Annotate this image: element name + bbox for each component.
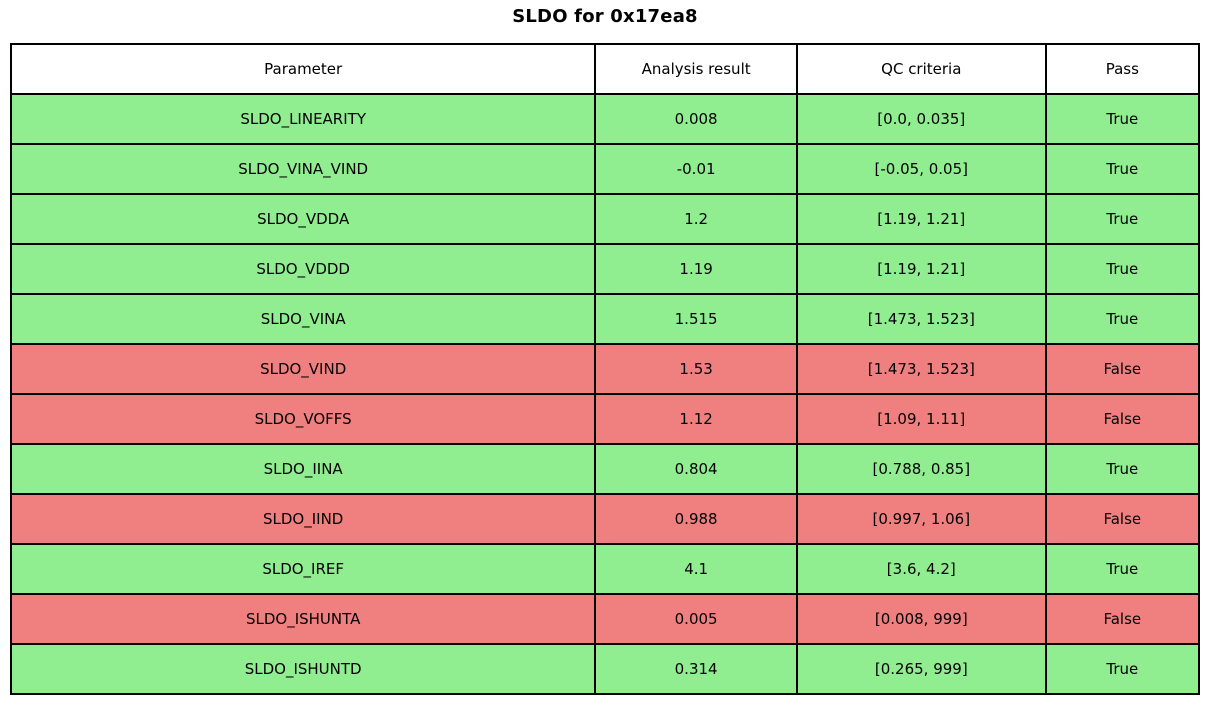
- parameter-cell: SLDO_IIND: [9, 493, 597, 545]
- column-header-parameter: Parameter: [9, 43, 597, 95]
- column-header-analysis-result: Analysis result: [594, 43, 798, 95]
- analysis-result-cell: 1.53: [594, 343, 798, 395]
- table-row: SLDO_ISHUNTD 0.314 [0.265, 999] True: [9, 643, 1201, 695]
- parameter-cell: SLDO_LINEARITY: [9, 93, 597, 145]
- pass-cell: True: [1044, 93, 1201, 145]
- pass-cell: True: [1044, 193, 1201, 245]
- pass-cell: False: [1044, 393, 1201, 445]
- table-row: SLDO_VIND 1.53 [1.473, 1.523] False: [9, 343, 1201, 395]
- pass-cell: True: [1044, 443, 1201, 495]
- pass-cell: False: [1044, 593, 1201, 645]
- analysis-result-cell: 0.005: [594, 593, 798, 645]
- table-row: SLDO_VDDD 1.19 [1.19, 1.21] True: [9, 243, 1201, 295]
- table-row: SLDO_IIND 0.988 [0.997, 1.06] False: [9, 493, 1201, 545]
- column-header-pass: Pass: [1044, 43, 1201, 95]
- analysis-result-cell: 1.2: [594, 193, 798, 245]
- qc-criteria-cell: [1.19, 1.21]: [795, 243, 1047, 295]
- qc-criteria-cell: [0.788, 0.85]: [795, 443, 1047, 495]
- parameter-cell: SLDO_VDDD: [9, 243, 597, 295]
- analysis-result-cell: 0.008: [594, 93, 798, 145]
- qc-criteria-cell: [0.0, 0.035]: [795, 93, 1047, 145]
- qc-criteria-cell: [1.19, 1.21]: [795, 193, 1047, 245]
- analysis-result-cell: 1.19: [594, 243, 798, 295]
- pass-cell: True: [1044, 293, 1201, 345]
- page-title: SLDO for 0x17ea8: [512, 6, 698, 27]
- column-header-qc-criteria: QC criteria: [795, 43, 1047, 95]
- table-row: SLDO_ISHUNTA 0.005 [0.008, 999] False: [9, 593, 1201, 645]
- analysis-result-cell: 1.515: [594, 293, 798, 345]
- table-row: SLDO_VDDA 1.2 [1.19, 1.21] True: [9, 193, 1201, 245]
- table-row: SLDO_LINEARITY 0.008 [0.0, 0.035] True: [9, 93, 1201, 145]
- pass-cell: False: [1044, 493, 1201, 545]
- qc-criteria-cell: [0.997, 1.06]: [795, 493, 1047, 545]
- qc-criteria-cell: [1.09, 1.11]: [795, 393, 1047, 445]
- qc-results-table: Parameter Analysis result QC criteria Pass …: [9, 43, 1201, 695]
- parameter-cell: SLDO_IINA: [9, 443, 597, 495]
- pass-cell: False: [1044, 343, 1201, 395]
- qc-criteria-cell: [0.008, 999]: [795, 593, 1047, 645]
- parameter-cell: SLDO_VDDA: [9, 193, 597, 245]
- analysis-result-cell: -0.01: [594, 143, 798, 195]
- header-row: Parameter Analysis result QC criteria Pass: [9, 43, 1201, 95]
- qc-criteria-cell: [-0.05, 0.05]: [795, 143, 1047, 195]
- parameter-cell: SLDO_VINA_VIND: [9, 143, 597, 195]
- pass-cell: True: [1044, 143, 1201, 195]
- table-row: SLDO_VOFFS 1.12 [1.09, 1.11] False: [9, 393, 1201, 445]
- parameter-cell: SLDO_ISHUNTA: [9, 593, 597, 645]
- analysis-result-cell: 0.988: [594, 493, 798, 545]
- analysis-result-cell: 0.804: [594, 443, 798, 495]
- qc-criteria-cell: [3.6, 4.2]: [795, 543, 1047, 595]
- pass-cell: True: [1044, 543, 1201, 595]
- table-row: SLDO_VINA_VIND -0.01 [-0.05, 0.05] True: [9, 143, 1201, 195]
- qc-criteria-cell: [0.265, 999]: [795, 643, 1047, 695]
- parameter-cell: SLDO_IREF: [9, 543, 597, 595]
- pass-cell: True: [1044, 643, 1201, 695]
- parameter-cell: SLDO_ISHUNTD: [9, 643, 597, 695]
- analysis-result-cell: 4.1: [594, 543, 798, 595]
- parameter-cell: SLDO_VINA: [9, 293, 597, 345]
- analysis-result-cell: 1.12: [594, 393, 798, 445]
- table-row: SLDO_VINA 1.515 [1.473, 1.523] True: [9, 293, 1201, 345]
- table-body: SLDO_LINEARITY 0.008 [0.0, 0.035] True SLDO_…: [9, 93, 1201, 695]
- parameter-cell: SLDO_VIND: [9, 343, 597, 395]
- pass-cell: True: [1044, 243, 1201, 295]
- qc-criteria-cell: [1.473, 1.523]: [795, 293, 1047, 345]
- parameter-cell: SLDO_VOFFS: [9, 393, 597, 445]
- analysis-result-cell: 0.314: [594, 643, 798, 695]
- qc-criteria-cell: [1.473, 1.523]: [795, 343, 1047, 395]
- table-row: SLDO_IINA 0.804 [0.788, 0.85] True: [9, 443, 1201, 495]
- table-row: SLDO_IREF 4.1 [3.6, 4.2] True: [9, 543, 1201, 595]
